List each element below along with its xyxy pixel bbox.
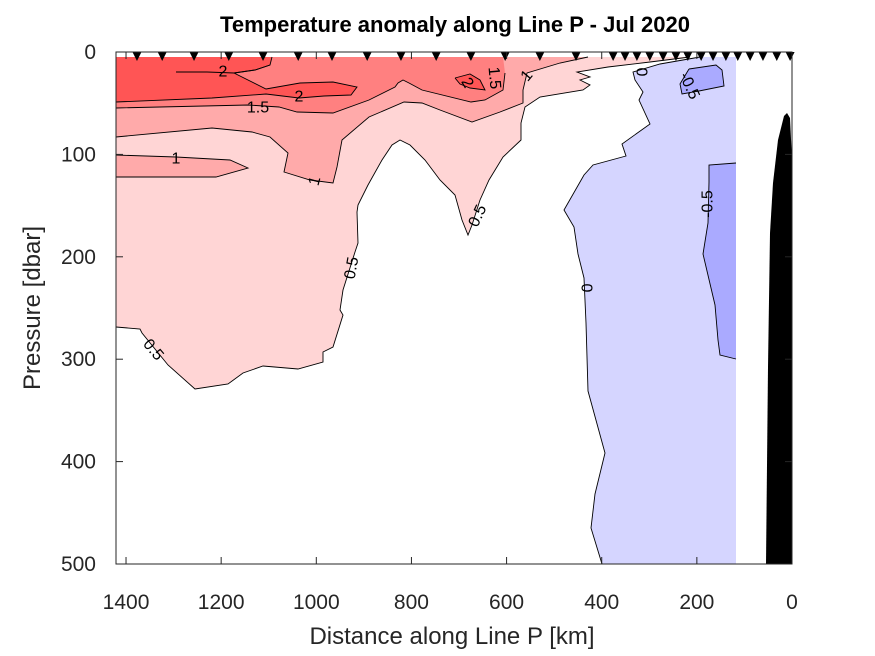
y-tick-label: 200 bbox=[61, 246, 96, 269]
station-marker bbox=[258, 52, 268, 61]
y-tick-label: 400 bbox=[61, 451, 96, 474]
contour-label: 1.5 bbox=[247, 100, 269, 117]
contour-line bbox=[115, 72, 506, 114]
contour-label: 2 bbox=[219, 64, 228, 81]
x-tick-label: 1000 bbox=[293, 591, 340, 614]
station-marker bbox=[696, 52, 706, 61]
plot-frame bbox=[115, 51, 793, 565]
station-marker bbox=[293, 52, 303, 61]
chart-title: Temperature anomaly along Line P - Jul 2… bbox=[220, 12, 690, 37]
station-marker bbox=[535, 52, 545, 61]
contour-line bbox=[115, 56, 589, 184]
contour-fill-band--0.5-to-0 bbox=[564, 57, 736, 564]
station-marker bbox=[362, 52, 372, 61]
station-marker bbox=[772, 52, 782, 61]
station-marker bbox=[571, 52, 581, 61]
x-axis: 1400 1200 1000 800 600 400 200 0 bbox=[103, 52, 798, 614]
station-marker bbox=[466, 52, 476, 61]
contour-label: 0.5 bbox=[342, 255, 363, 280]
contour-fill-band-1-to-1.5-lobe bbox=[116, 155, 248, 177]
contour-label: -0.5 bbox=[700, 190, 717, 218]
y-tick-label: 100 bbox=[61, 143, 96, 166]
station-markers bbox=[132, 52, 795, 61]
contour-label: 0 bbox=[578, 284, 595, 293]
contour-line bbox=[115, 56, 691, 390]
y-axis-label: Pressure [dbar] bbox=[19, 226, 46, 390]
station-marker bbox=[671, 52, 681, 61]
x-tick-label: 400 bbox=[584, 591, 619, 614]
station-marker bbox=[733, 52, 743, 61]
contour-label: 0 bbox=[633, 68, 650, 77]
contour-line bbox=[563, 56, 701, 565]
station-marker bbox=[683, 52, 693, 61]
contour-line bbox=[176, 56, 273, 74]
contour-line bbox=[702, 162, 737, 360]
contour-line bbox=[679, 64, 725, 95]
x-tick-label: 800 bbox=[394, 591, 429, 614]
station-marker bbox=[132, 52, 142, 61]
contour-fill-band-0.5-to-1 bbox=[116, 57, 690, 389]
x-tick-label: 0 bbox=[786, 591, 798, 614]
x-tick-label: 1400 bbox=[103, 591, 150, 614]
station-marker bbox=[658, 52, 668, 61]
station-marker bbox=[645, 52, 655, 61]
y-tick-label: 300 bbox=[61, 348, 96, 371]
station-marker bbox=[632, 52, 642, 61]
x-tick-label: 200 bbox=[679, 591, 714, 614]
station-marker bbox=[745, 52, 755, 61]
contour-fills bbox=[116, 53, 791, 564]
station-marker bbox=[327, 52, 337, 61]
station-marker bbox=[189, 52, 199, 61]
station-marker bbox=[431, 52, 441, 61]
x-axis-label: Distance along Line P [km] bbox=[309, 623, 594, 650]
contour-fill-band-below--0.5-upper bbox=[680, 65, 724, 94]
contour-fill-band-above-2-small bbox=[455, 74, 485, 90]
station-marker bbox=[608, 52, 618, 61]
station-marker bbox=[620, 52, 630, 61]
contour-label: 2 bbox=[295, 89, 304, 106]
contour-label: 1.5 bbox=[485, 66, 504, 90]
x-tick-label: 1200 bbox=[198, 591, 245, 614]
contour-lines bbox=[115, 56, 792, 565]
contour-line bbox=[115, 154, 250, 178]
contour-fill-band-above-2 bbox=[116, 57, 357, 102]
contour-fill-band-below--0.5-lower bbox=[703, 163, 736, 359]
contour-label: 1 bbox=[306, 174, 325, 187]
y-tick-label: 0 bbox=[84, 41, 96, 64]
station-marker bbox=[157, 52, 167, 61]
station-marker bbox=[721, 52, 731, 61]
station-marker bbox=[500, 52, 510, 61]
contour-line bbox=[454, 73, 486, 91]
station-marker bbox=[396, 52, 406, 61]
x-tick-label: 600 bbox=[489, 591, 524, 614]
station-marker bbox=[224, 52, 234, 61]
station-marker bbox=[758, 52, 768, 61]
station-marker bbox=[708, 52, 718, 61]
bathymetry bbox=[766, 113, 792, 564]
contour-label: 1 bbox=[172, 151, 181, 168]
y-tick-label: 500 bbox=[61, 553, 96, 576]
